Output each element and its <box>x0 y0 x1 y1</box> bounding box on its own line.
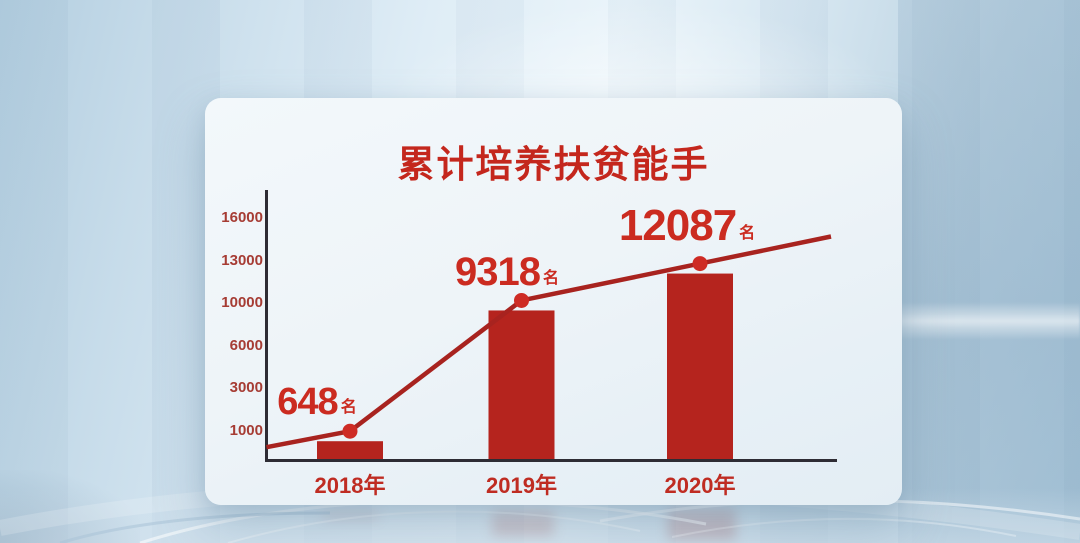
background-corner-shade <box>0 470 140 543</box>
x-axis-label: 2020年 <box>664 473 736 498</box>
x-axis-label: 2018年 <box>314 473 386 498</box>
data-label-unit: 名 <box>739 224 756 242</box>
plot-canvas <box>265 190 837 462</box>
y-axis-tick-label: 13000 <box>221 251 263 269</box>
y-axis-tick-label: 6000 <box>229 336 263 354</box>
chart-area: 累计培养扶贫能手 16000 13000 10000 6000 3000 1000 201… <box>205 98 902 505</box>
y-axis-tick-label: 1000 <box>229 422 263 439</box>
data-point-marker-2018年 <box>342 423 358 439</box>
data-label-number: 648 <box>277 381 338 424</box>
bar-reflection-2019 <box>492 510 554 536</box>
y-axis-tick-label: 3000 <box>229 379 263 397</box>
data-point-marker-2020年 <box>692 256 708 272</box>
y-axis-tick-label: 16000 <box>221 209 263 226</box>
bar-reflection-2020 <box>668 508 736 540</box>
bar-2019年 <box>488 310 555 460</box>
background-right-strip <box>898 0 1080 543</box>
data-label-number: 9318 <box>455 250 541 295</box>
data-label: 9318 名 <box>455 252 559 292</box>
data-point-marker-2019年 <box>514 292 529 308</box>
data-label-unit: 名 <box>340 399 357 417</box>
y-axis-tick-label: 10000 <box>221 294 263 312</box>
chart-card: 累计培养扶贫能手 16000 13000 10000 6000 3000 1000 201… <box>205 98 902 505</box>
data-label-unit: 名 <box>542 270 559 288</box>
x-axis-label: 2019年 <box>486 473 557 498</box>
bar-2018年 <box>317 441 383 460</box>
data-label: 12087 名 <box>618 200 756 250</box>
bar-reflection-2018 <box>322 510 380 520</box>
bar-2020年 <box>667 273 733 460</box>
chart-title: 累计培养扶贫能手 <box>397 144 710 185</box>
data-label: 648 名 <box>277 383 356 421</box>
data-label-number: 12087 <box>618 200 737 250</box>
